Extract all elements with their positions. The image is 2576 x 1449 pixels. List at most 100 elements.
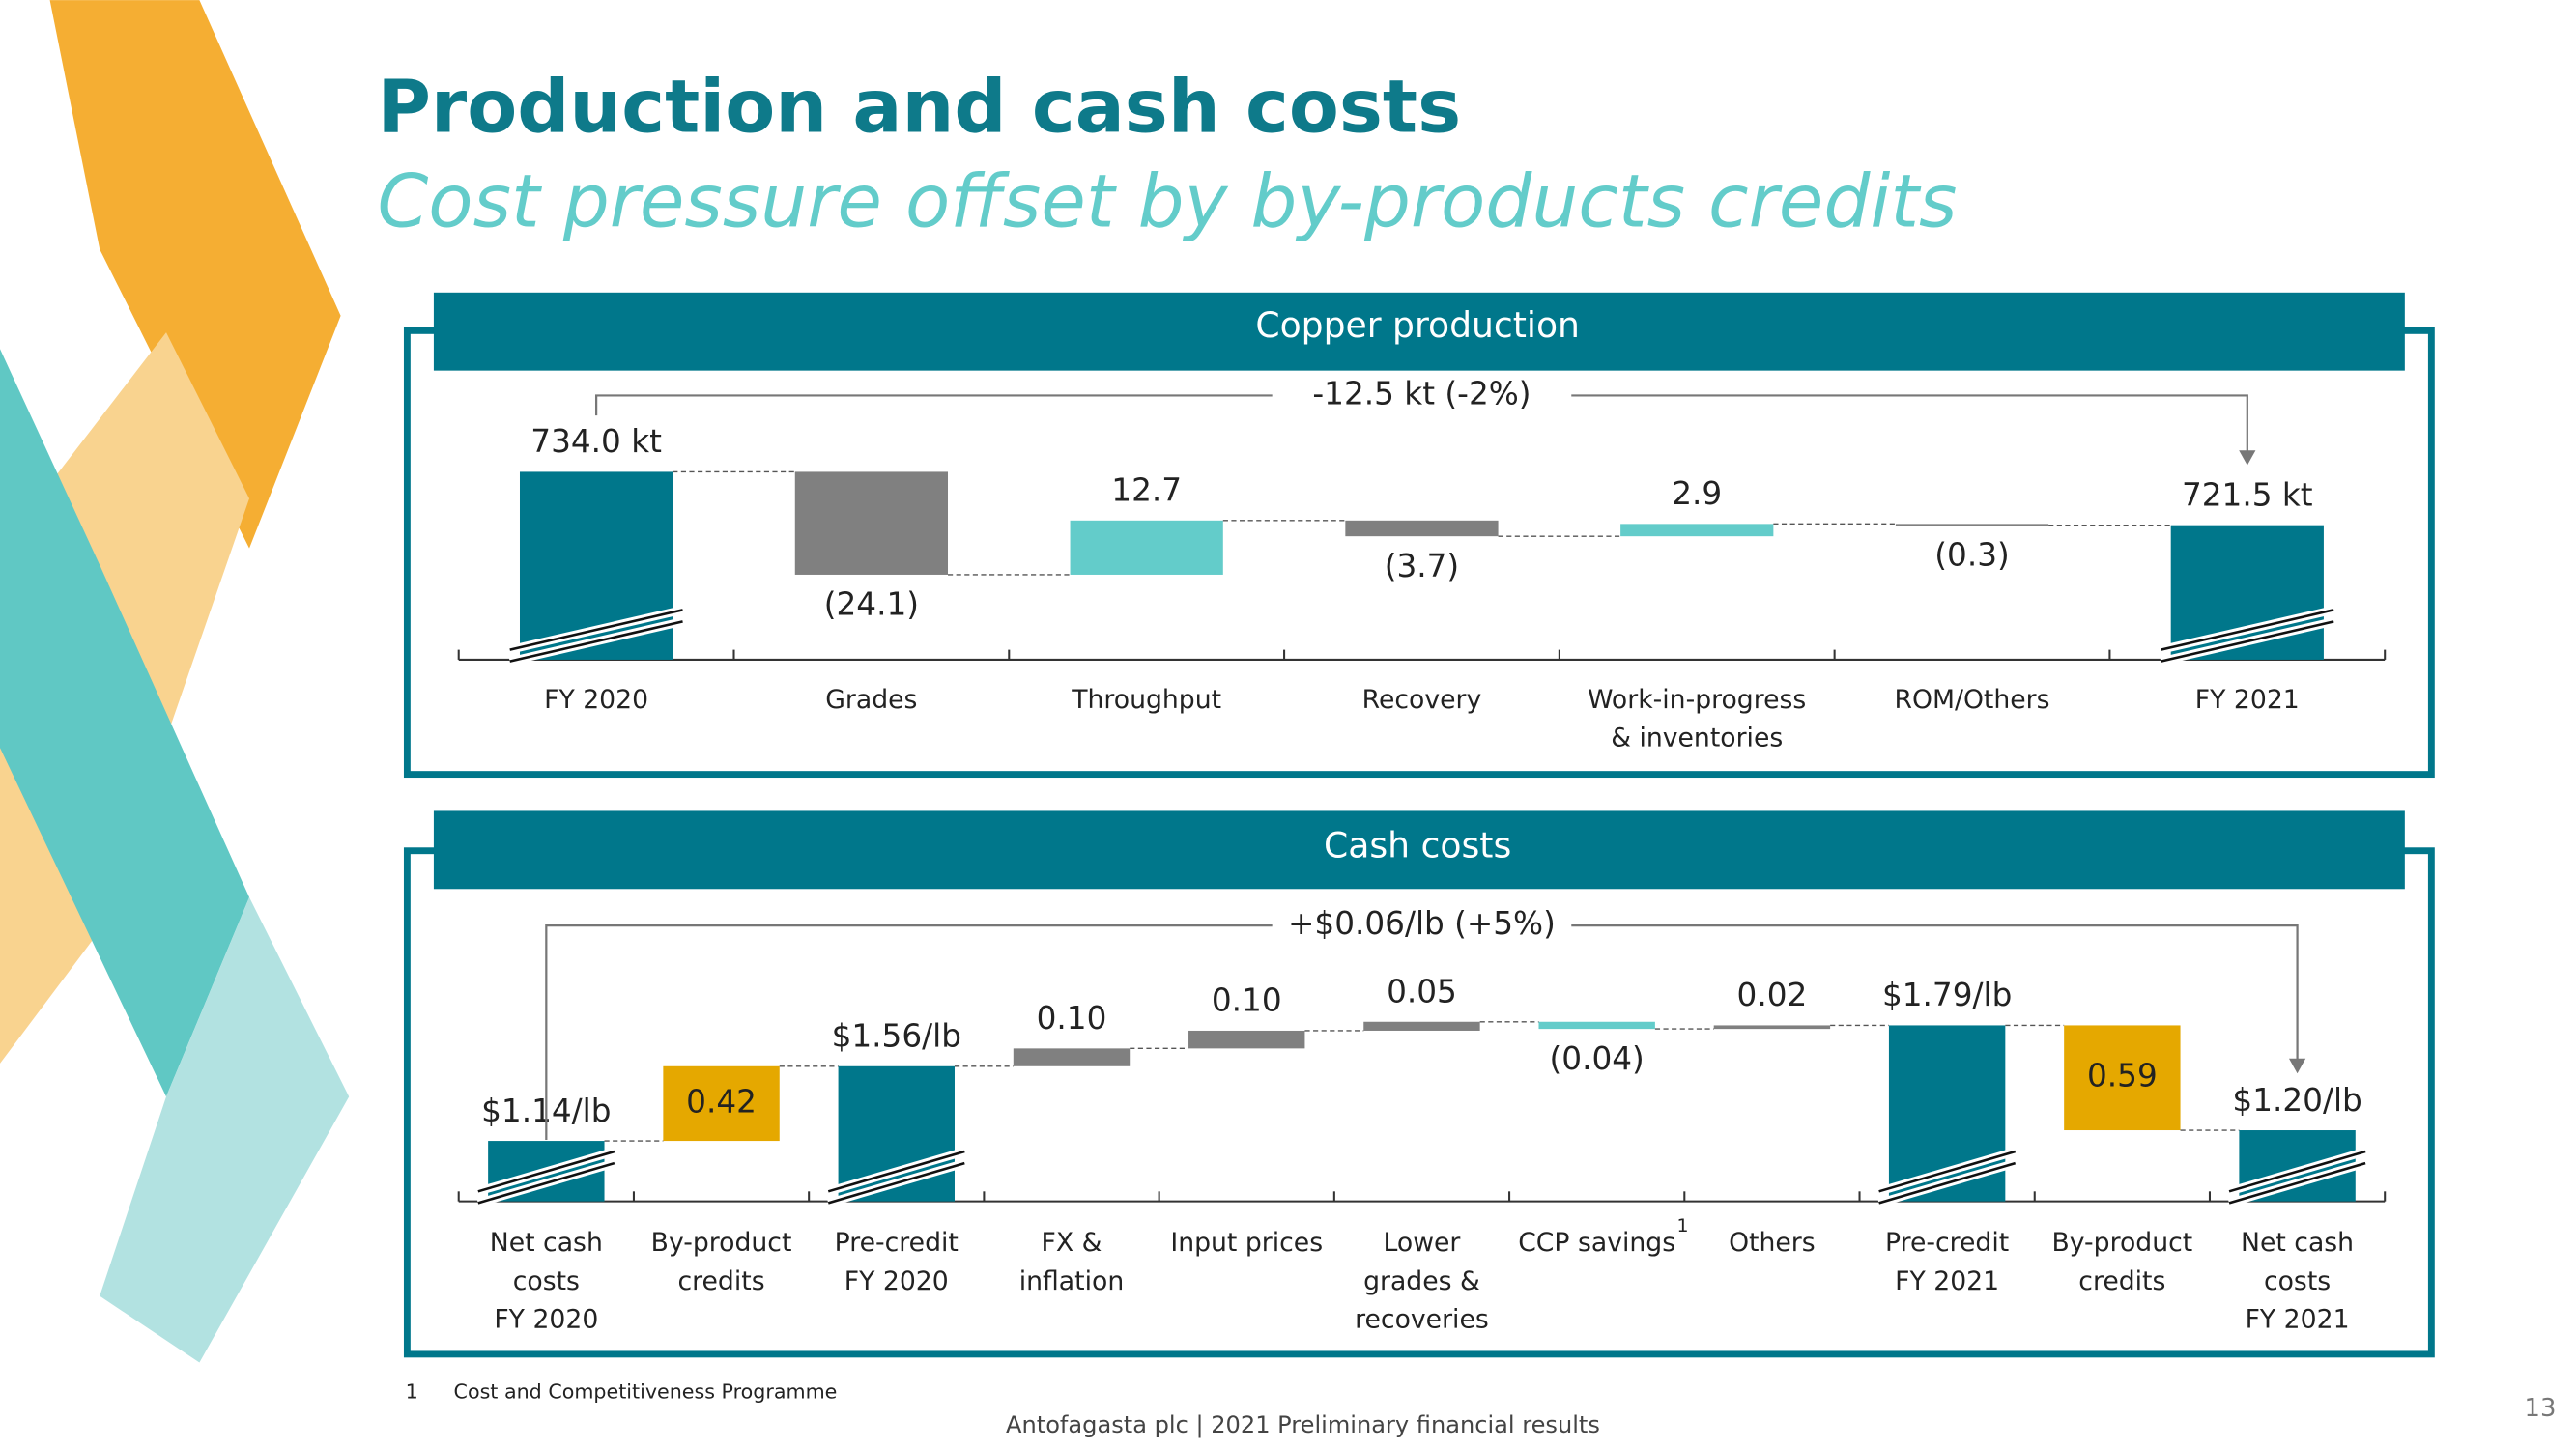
axis-break	[2161, 609, 2334, 651]
x-tick-label: FX & inflation	[1018, 1228, 1125, 1296]
panel-header	[433, 810, 2405, 890]
x-tick-label: Others	[1729, 1228, 1816, 1259]
x-tick-label-box: Grades	[825, 684, 918, 715]
chart-title: Cash costs	[1324, 824, 1511, 866]
value-label: (0.3)	[1934, 536, 2009, 573]
value-label: 721.5 kt	[2182, 476, 2313, 513]
x-tick-label-box: Others	[1729, 1228, 1816, 1259]
x-tick-label-box: Work-in-progress & inventories	[1588, 684, 1807, 753]
bar	[1363, 1021, 1480, 1031]
bar	[663, 1065, 780, 1142]
x-tick-label-box: Throughput	[1072, 684, 1222, 715]
arrow-head	[2239, 450, 2256, 466]
bar	[1013, 1048, 1131, 1066]
x-tick-label: Grades	[825, 684, 918, 715]
x-tick-label: Net cash costs FY 2021	[2241, 1228, 2355, 1335]
chart-title: Copper production	[1255, 304, 1580, 346]
value-label: 0.02	[1737, 977, 1808, 1013]
value-label: 0.05	[1387, 974, 1457, 1010]
x-tick-label: FY 2021	[2194, 684, 2300, 715]
x-tick-label-box: FY 2021	[2194, 684, 2300, 715]
axis-break	[827, 1150, 965, 1193]
page-number: 13	[2525, 1394, 2557, 1423]
x-tick-label-box: Pre-credit FY 2021	[1884, 1228, 2010, 1296]
panel-header	[433, 292, 2405, 371]
x-tick-label: FY 2020	[544, 684, 649, 715]
x-tick-label: Pre-credit FY 2020	[834, 1228, 959, 1296]
value-label: 0.10	[1037, 1000, 1107, 1037]
x-tick-label-box: By-product credits	[650, 1228, 792, 1296]
axis-break	[1878, 1150, 2017, 1193]
x-tick-label: ROM/Others	[1894, 684, 2050, 715]
axis-break	[2228, 1161, 2366, 1205]
x-tick-label: Work-in-progress & inventories	[1588, 684, 1807, 753]
annotation-arrow	[594, 394, 1273, 416]
x-tick-label-box: ROM/Others	[1894, 684, 2050, 715]
axis-break	[509, 609, 683, 651]
axis-break	[1878, 1161, 2017, 1205]
bar	[1345, 520, 1499, 537]
annotation-arrow	[1571, 924, 2299, 1061]
footnote-marker: 1	[406, 1379, 418, 1403]
bar	[1713, 1025, 1831, 1030]
x-tick-label-box: FY 2020	[544, 684, 649, 715]
x-tick-label-box: Lower grades & recoveries	[1355, 1228, 1489, 1335]
value-label: 12.7	[1111, 472, 1182, 509]
x-tick-label: Recovery	[1361, 684, 1482, 715]
decoration	[0, 0, 350, 1363]
value-label: (3.7)	[1385, 548, 1459, 584]
annotation-arrow	[1571, 394, 2248, 452]
value-label: $1.56/lb	[832, 1018, 961, 1055]
axis-break	[2161, 620, 2334, 663]
footnote-text: Cost and Competitiveness Programme	[454, 1379, 838, 1403]
x-tick-label: Net cash costs FY 2020	[489, 1228, 603, 1335]
x-tick-label-box: Recovery	[1361, 684, 1482, 715]
slide-subtitle: Cost pressure offset by by-products cred…	[377, 158, 1957, 243]
value-label: $1.20/lb	[2232, 1082, 2361, 1119]
x-tick-label-box: CCP savings	[1518, 1228, 1676, 1259]
x-tick-label-box: FX & inflation	[1018, 1228, 1125, 1296]
annotation: +$0.06/lb (+5%)	[1288, 905, 1556, 942]
footnote-marker: 1	[1676, 1215, 1688, 1236]
value-label: 734.0 kt	[530, 423, 662, 460]
axis-break	[827, 1161, 965, 1205]
x-tick-label: CCP savings	[1518, 1228, 1676, 1259]
x-tick-label: Pre-credit FY 2021	[1884, 1228, 2010, 1296]
footer: Antofagasta plc | 2021 Preliminary finan…	[1006, 1411, 1600, 1438]
x-tick-label: By-product credits	[2051, 1228, 2193, 1296]
bar	[1620, 524, 1774, 537]
annotation-arrow	[545, 924, 1273, 1140]
x-tick-label-box: Net cash costs FY 2020	[489, 1228, 603, 1335]
value-label: 0.42	[686, 1083, 757, 1120]
bar	[1188, 1030, 1305, 1049]
bar	[2064, 1025, 2181, 1131]
annotation: -12.5 kt (-2%)	[1312, 375, 1531, 412]
bar	[794, 471, 949, 575]
bar	[1895, 524, 2049, 526]
value-label: 0.10	[1212, 982, 1282, 1019]
x-tick-label: Throughput	[1072, 684, 1222, 715]
x-tick-label: Lower grades & recoveries	[1355, 1228, 1489, 1335]
axis-break	[2228, 1150, 2366, 1193]
x-tick-label-box: Pre-credit FY 2020	[834, 1228, 959, 1296]
value-label: (0.04)	[1550, 1040, 1645, 1077]
value-label: (24.1)	[824, 586, 919, 623]
arrow-head	[2288, 1058, 2306, 1074]
axis-break	[509, 620, 683, 663]
bar	[1538, 1021, 1655, 1030]
value-label: $1.79/lb	[1882, 977, 2012, 1013]
axis-break	[477, 1161, 615, 1205]
x-tick-label: By-product credits	[650, 1228, 792, 1296]
x-tick-label-box: By-product credits	[2051, 1228, 2193, 1296]
bar	[2239, 1130, 2356, 1202]
value-label: 0.59	[2087, 1058, 2158, 1094]
x-tick-label-box: Input prices	[1170, 1228, 1324, 1259]
x-tick-label: Input prices	[1170, 1228, 1324, 1259]
value-label: 2.9	[1672, 475, 1722, 512]
axis-break	[477, 1150, 615, 1193]
slide-title: Production and cash costs	[377, 64, 1461, 149]
x-tick-label-box: Net cash costs FY 2021	[2241, 1228, 2355, 1335]
bar	[1070, 520, 1223, 575]
